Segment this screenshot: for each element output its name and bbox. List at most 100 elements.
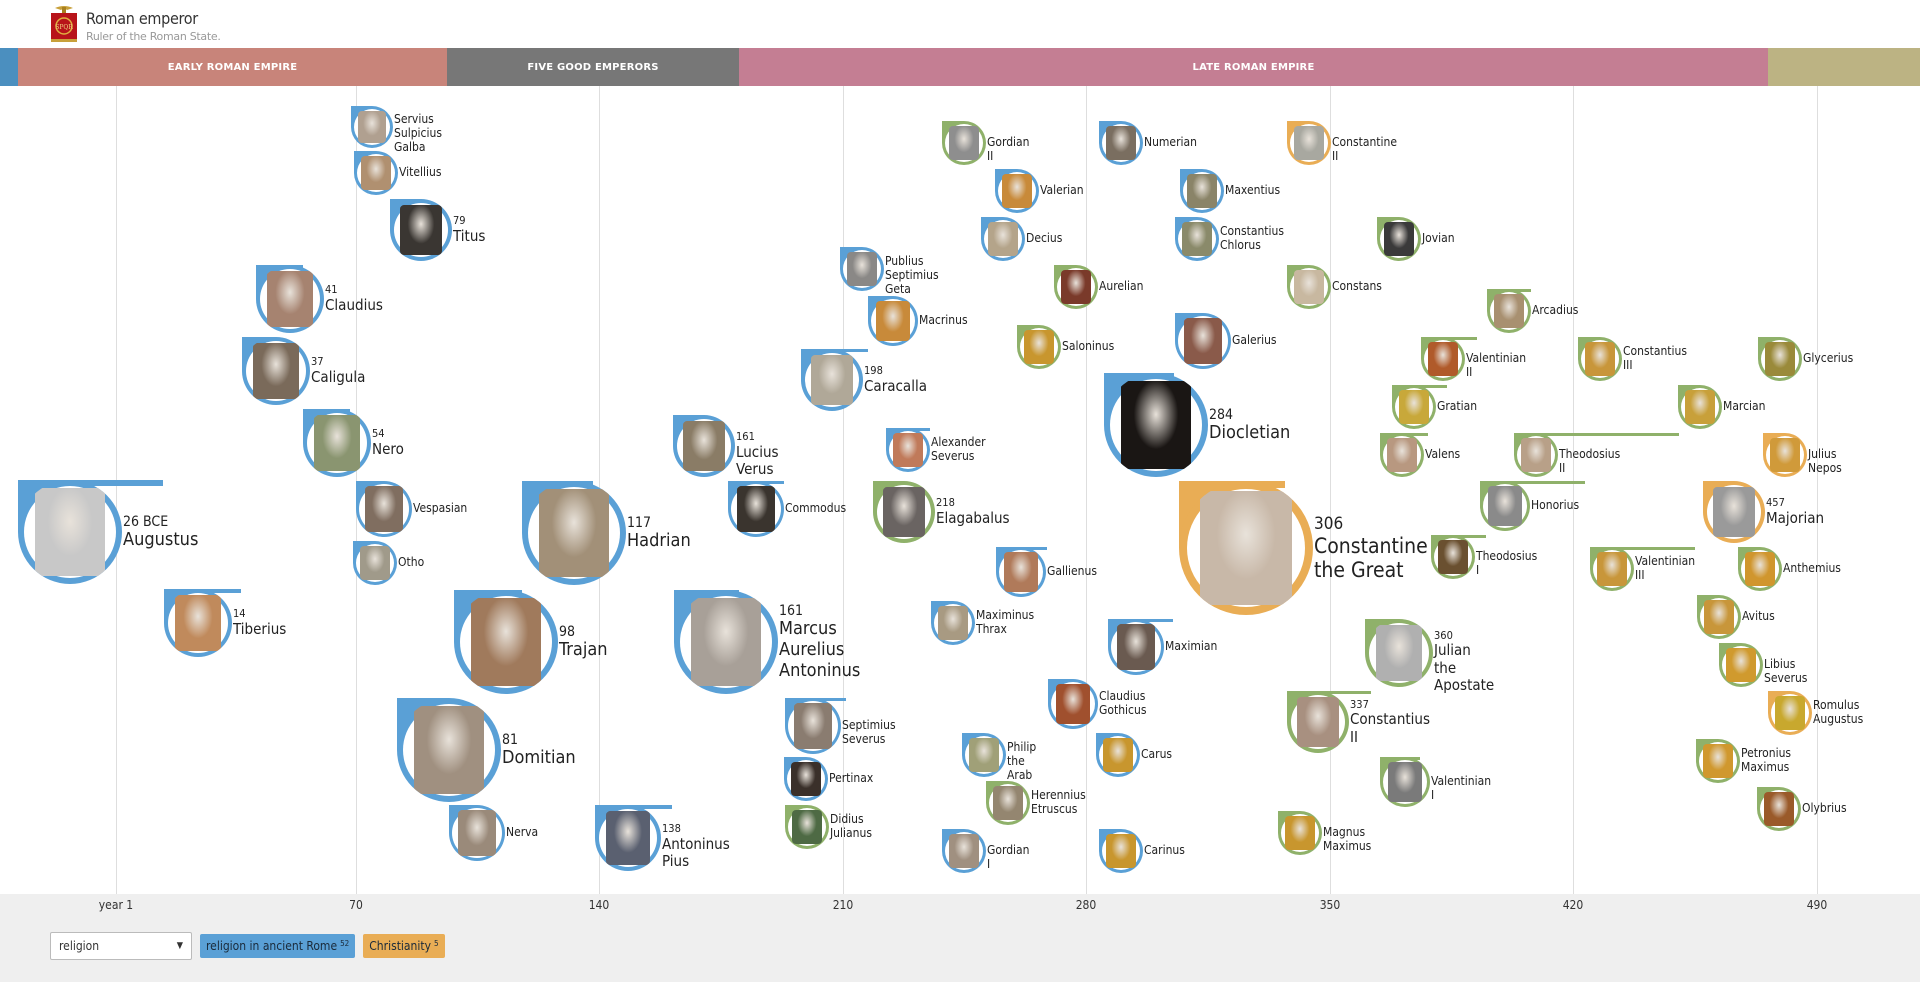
emperor-name: Julius Nepos bbox=[1808, 447, 1842, 475]
emperor-name: Pertinax bbox=[829, 771, 874, 786]
emperor-node[interactable]: Olybrius bbox=[1757, 787, 1847, 831]
controls-bar: religion ▼ religion in ancient Rome 52 Ch… bbox=[50, 932, 445, 960]
emperor-node[interactable]: Valentinian I bbox=[1380, 757, 1491, 807]
emperor-node[interactable]: Aurelian bbox=[1054, 265, 1144, 309]
emperor-node[interactable]: Petronius Maximus bbox=[1696, 739, 1791, 783]
emperor-node[interactable]: Constantine II bbox=[1287, 121, 1397, 165]
emperor-node[interactable]: Otho bbox=[353, 541, 424, 585]
emperor-node[interactable]: Pertinax bbox=[784, 757, 873, 801]
legend-chip-christianity[interactable]: Christianity 5 bbox=[363, 934, 445, 958]
emperor-node[interactable]: Arcadius bbox=[1487, 289, 1578, 333]
emperor-node[interactable]: Anthemius bbox=[1738, 547, 1841, 591]
emperor-label: Glycerius bbox=[1803, 351, 1853, 366]
emperor-node[interactable]: Vitellius bbox=[354, 151, 441, 195]
emperor-node[interactable]: 457 Majorian bbox=[1703, 481, 1824, 543]
emperor-node[interactable]: Herennius Etruscus bbox=[986, 781, 1086, 825]
emperor-node[interactable]: 54 Nero bbox=[303, 409, 404, 477]
emperor-label: Didius Julianus bbox=[830, 812, 872, 841]
emperor-node[interactable]: Gordian I bbox=[942, 829, 1030, 873]
emperor-node[interactable]: Honorius bbox=[1480, 481, 1585, 531]
emperor-node[interactable]: 337 Constantius II bbox=[1287, 691, 1430, 753]
emperor-node[interactable]: Decius bbox=[981, 217, 1062, 261]
legend-count: 52 bbox=[340, 938, 350, 948]
emperor-node[interactable]: 98 Trajan bbox=[454, 590, 608, 694]
emperor-node[interactable]: Commodus bbox=[728, 481, 846, 537]
emperor-node[interactable]: Publius Septimius Geta bbox=[840, 247, 939, 296]
emperor-node[interactable]: Constantius III bbox=[1578, 337, 1687, 381]
emperor-node[interactable]: Didius Julianus bbox=[785, 805, 872, 849]
portrait-ring bbox=[397, 698, 501, 802]
emperor-node[interactable]: Maximian bbox=[1108, 619, 1217, 675]
emperor-node[interactable]: Avitus bbox=[1697, 595, 1775, 639]
portrait-ring bbox=[1487, 289, 1531, 333]
emperor-node[interactable]: Theodosius II bbox=[1514, 433, 1679, 477]
emperor-node[interactable]: Maximinus Thrax bbox=[931, 601, 1034, 645]
legend-chip-religion-in-ancient-rome[interactable]: religion in ancient Rome 52 bbox=[200, 934, 356, 958]
emperor-node[interactable]: 41 Claudius bbox=[256, 265, 383, 333]
emperor-node[interactable]: Magnus Maximus bbox=[1278, 811, 1371, 855]
emperor-node[interactable]: 138 Antoninus Pius bbox=[595, 805, 730, 871]
emperor-portrait-image bbox=[365, 486, 403, 532]
emperor-node[interactable]: 360 Julian the Apostate bbox=[1365, 619, 1494, 693]
emperor-node[interactable]: Galerius bbox=[1175, 313, 1277, 369]
emperor-node[interactable]: Julius Nepos bbox=[1763, 433, 1842, 477]
emperor-node[interactable]: 14 Tiberius bbox=[164, 589, 286, 657]
emperor-node[interactable]: Gallienus bbox=[996, 547, 1097, 597]
emperor-node[interactable]: Constantius Chlorus bbox=[1175, 217, 1284, 261]
emperor-node[interactable]: Claudius Gothicus bbox=[1048, 679, 1146, 729]
emperor-node[interactable]: Carinus bbox=[1099, 829, 1185, 873]
emperor-label: Numerian bbox=[1144, 135, 1197, 150]
emperor-portrait-image bbox=[1726, 648, 1756, 682]
emperor-node[interactable]: Valentinian III bbox=[1590, 547, 1695, 591]
era-band[interactable]: EARLY ROMAN EMPIRE bbox=[18, 48, 447, 86]
emperor-node[interactable]: Romulus Augustus bbox=[1768, 691, 1863, 735]
emperor-node[interactable]: 218 Elagabalus bbox=[873, 481, 1010, 543]
legend-label: Christianity bbox=[369, 939, 432, 953]
emperor-node[interactable]: Valens bbox=[1380, 433, 1460, 477]
emperor-node[interactable]: Carus bbox=[1096, 733, 1172, 777]
era-band[interactable]: FIVE GOOD EMPERORS bbox=[447, 48, 739, 86]
emperor-node[interactable]: 198 Caracalla bbox=[801, 349, 927, 411]
emperor-node[interactable]: Gratian bbox=[1392, 385, 1477, 429]
emperor-node[interactable]: Marcian bbox=[1678, 385, 1766, 429]
emperor-node[interactable]: Nerva bbox=[449, 805, 538, 861]
emperor-name: Antoninus Pius bbox=[662, 834, 730, 871]
emperor-node[interactable]: Vespasian bbox=[356, 481, 467, 537]
emperor-node[interactable]: 79 Titus bbox=[390, 199, 485, 261]
emperor-node[interactable]: Valentinian II bbox=[1421, 337, 1526, 381]
emperor-node[interactable]: Maxentius bbox=[1180, 169, 1280, 213]
era-band[interactable] bbox=[1768, 48, 1920, 86]
color-by-select[interactable]: religion ▼ bbox=[50, 932, 192, 960]
emperor-node[interactable]: Saloninus bbox=[1017, 325, 1114, 369]
emperor-node[interactable]: 306 Constantine the Great bbox=[1179, 481, 1428, 615]
emperor-node[interactable]: 161 Lucius Verus bbox=[673, 415, 779, 478]
emperor-label: Maxentius bbox=[1225, 183, 1280, 198]
emperor-node[interactable]: Gordian II bbox=[942, 121, 1030, 165]
emperor-node[interactable]: Septimius Severus bbox=[785, 698, 896, 754]
emperor-node[interactable]: Libius Severus bbox=[1719, 643, 1807, 687]
era-band[interactable] bbox=[0, 48, 18, 86]
emperor-node[interactable]: 161 Marcus Aurelius Antoninus bbox=[674, 590, 860, 694]
emperor-node[interactable]: Constans bbox=[1287, 265, 1382, 309]
emperor-portrait-image bbox=[1103, 738, 1133, 772]
emperor-node[interactable]: 37 Caligula bbox=[242, 337, 365, 405]
era-band[interactable]: LATE ROMAN EMPIRE bbox=[739, 48, 1768, 86]
emperor-node[interactable]: Glycerius bbox=[1758, 337, 1853, 381]
emperor-label: Servius Sulpicius Galba bbox=[394, 112, 442, 154]
emperor-node[interactable]: 26 BCE Augustus bbox=[18, 480, 198, 584]
emperor-node[interactable]: 284 Diocletian bbox=[1104, 373, 1290, 477]
emperor-node[interactable]: Valerian bbox=[995, 169, 1084, 213]
emperor-name: Servius Sulpicius Galba bbox=[394, 112, 442, 154]
emperor-node[interactable]: Jovian bbox=[1377, 217, 1455, 261]
emperor-node[interactable]: 117 Hadrian bbox=[522, 481, 691, 585]
portrait-ring bbox=[1054, 265, 1098, 309]
emperor-node[interactable]: Numerian bbox=[1099, 121, 1197, 165]
emperor-node[interactable]: 81 Domitian bbox=[397, 698, 576, 802]
emperor-node[interactable]: Philip the Arab bbox=[962, 733, 1036, 782]
emperor-name: Herennius Etruscus bbox=[1031, 788, 1086, 816]
emperor-label: Macrinus bbox=[919, 313, 968, 328]
emperor-node[interactable]: Theodosius I bbox=[1431, 535, 1537, 579]
emperor-node[interactable]: Alexander Severus bbox=[886, 428, 986, 472]
emperor-node[interactable]: Servius Sulpicius Galba bbox=[351, 106, 442, 154]
emperor-node[interactable]: Macrinus bbox=[868, 296, 968, 346]
